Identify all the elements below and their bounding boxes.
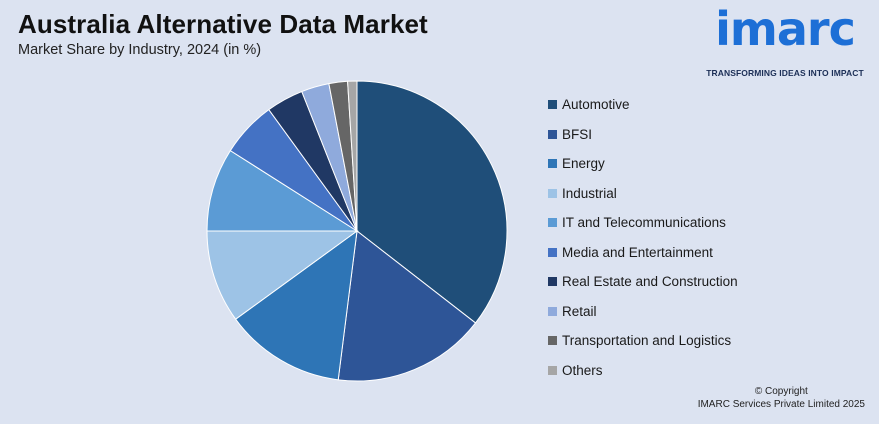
legend-label: BFSI	[562, 126, 593, 142]
legend-label: Retail	[562, 303, 597, 319]
legend-swatch	[548, 100, 557, 110]
legend-label: Others	[562, 362, 603, 378]
pie-slice-it-and-telecommunications	[206, 149, 359, 232]
legend-swatch	[548, 247, 557, 257]
pie-slice-energy	[234, 229, 358, 381]
legend-label: Real Estate and Construction	[562, 274, 738, 290]
logo-wordmark: imarc	[715, 2, 856, 56]
legend-item-others: Others	[548, 356, 738, 386]
legend-label: Media and Entertainment	[562, 244, 713, 260]
legend-label: Automotive	[562, 97, 630, 113]
legend-swatch	[548, 159, 557, 169]
legend-item-automotive: Automotive	[548, 90, 738, 120]
copyright-line2: IMARC Services Private Limited 2025	[697, 398, 865, 410]
pie-slice-automotive	[356, 80, 508, 324]
legend-item-it-and-telecommunications: IT and Telecommunications	[548, 208, 738, 238]
legend-swatch	[548, 365, 557, 375]
legend-swatch	[548, 306, 557, 316]
legend-swatch	[548, 129, 557, 139]
legend-swatch	[548, 277, 557, 287]
legend-label: Energy	[562, 156, 605, 172]
legend-item-bfsi: BFSI	[548, 120, 738, 150]
chart-subtitle: Market Share by Industry, 2024 (in %)	[18, 42, 262, 58]
legend-label: IT and Telecommunications	[562, 215, 726, 231]
legend-item-energy: Energy	[548, 149, 738, 179]
legend-label: Transportation and Logistics	[562, 333, 732, 349]
legend-item-media-and-entertainment: Media and Entertainment	[548, 238, 738, 268]
chart-legend: Automotive BFSI Energy Industrial IT and Tel…	[548, 90, 738, 385]
legend-item-retail: Retail	[548, 297, 738, 327]
copyright-notice: © Copyright IMARC Services Private Limit…	[698, 386, 865, 411]
legend-item-real-estate-and-construction: Real Estate and Construction	[548, 267, 738, 297]
legend-swatch	[548, 218, 557, 228]
copyright-line1: © Copyright	[754, 386, 808, 397]
imarc-logo: imarc TRANSFORMING IDEAS INTO IMPACT	[700, 2, 870, 80]
legend-swatch	[548, 336, 557, 346]
legend-item-industrial: Industrial	[548, 179, 738, 209]
pie-slice-industrial	[206, 230, 359, 320]
legend-swatch	[548, 188, 557, 198]
logo-tagline: TRANSFORMING IDEAS INTO IMPACT	[706, 68, 864, 78]
legend-item-transportation-and-logistics: Transportation and Logistics	[548, 326, 738, 356]
pie-slice-others	[347, 80, 358, 232]
legend-label: Industrial	[562, 185, 617, 201]
chart-title: Australia Alternative Data Market	[18, 9, 428, 39]
pie-slice-bfsi	[337, 230, 477, 382]
